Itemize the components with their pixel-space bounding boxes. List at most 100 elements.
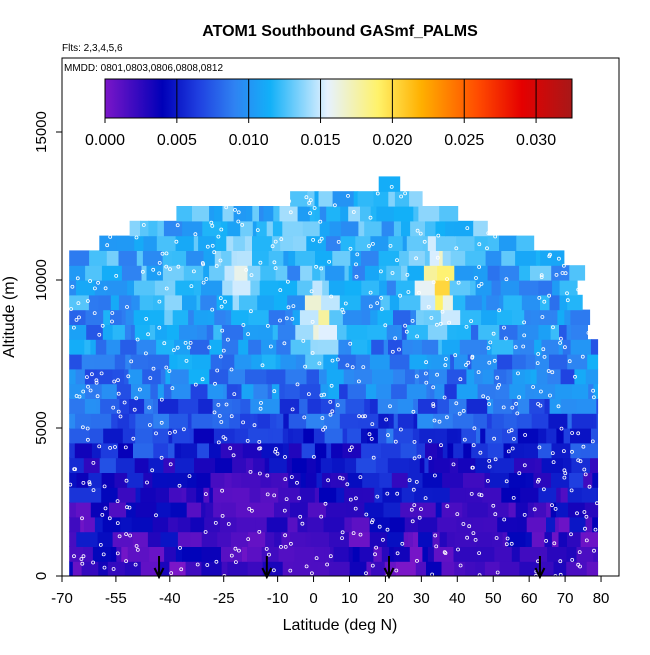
heatmap-cell	[370, 309, 379, 325]
heatmap-cell	[221, 324, 244, 340]
observation-point	[506, 429, 511, 434]
observation-point	[474, 276, 478, 280]
heatmap-cell	[192, 354, 212, 370]
heatmap-cell	[230, 531, 249, 547]
heatmap-cell	[419, 457, 425, 473]
observation-point	[550, 370, 555, 375]
observation-point	[565, 298, 570, 303]
heatmap-cell	[120, 339, 138, 355]
heatmap-cell	[221, 546, 239, 562]
heatmap-cell	[149, 309, 165, 325]
heatmap-cell	[454, 531, 477, 547]
observation-point	[69, 307, 73, 311]
x-tick-label: 80	[593, 590, 610, 607]
heatmap-cell	[425, 220, 437, 237]
heatmap-cell	[465, 294, 483, 311]
observation-point	[268, 344, 273, 349]
heatmap-cell	[297, 206, 311, 222]
heatmap-cell	[552, 280, 561, 296]
heatmap-cell	[193, 280, 202, 296]
observation-point	[329, 294, 334, 299]
heatmap-cell	[131, 294, 141, 311]
heatmap-cell	[81, 354, 95, 370]
heatmap-cell	[413, 206, 419, 222]
heatmap-cell	[98, 294, 112, 311]
heatmap-cell	[224, 472, 233, 488]
observation-point	[582, 467, 587, 472]
heatmap-cell	[467, 502, 489, 518]
heatmap-cell	[310, 339, 319, 355]
observation-point	[419, 507, 423, 512]
observation-point	[587, 484, 592, 489]
heatmap-cell	[484, 472, 491, 488]
observation-point	[522, 463, 527, 468]
heatmap-cell	[533, 502, 547, 518]
observation-point	[210, 307, 215, 312]
heatmap-cell	[346, 324, 368, 340]
x-tick-label: -40	[159, 590, 181, 607]
heatmap-cell	[170, 368, 190, 385]
heatmap-cell	[128, 368, 143, 385]
observation-point	[129, 359, 134, 364]
heatmap-cell	[564, 309, 571, 325]
observation-point	[592, 548, 596, 553]
heatmap-cell	[250, 280, 261, 296]
x-tick-label: 0	[309, 590, 317, 607]
heatmap-cell	[566, 546, 578, 562]
heatmap-cell	[321, 294, 341, 311]
heatmap-cell	[386, 280, 397, 296]
heatmap-cell	[167, 280, 176, 296]
heatmap-cell	[348, 531, 371, 547]
heatmap-cell	[103, 428, 124, 444]
heatmap-cell	[558, 516, 571, 533]
heatmap-cell	[74, 442, 93, 459]
heatmap-cell	[83, 516, 96, 533]
heatmap-cell	[166, 324, 180, 340]
observation-point	[406, 290, 411, 294]
heatmap-cell	[288, 413, 307, 429]
heatmap-cell	[428, 457, 435, 473]
observation-point	[584, 514, 589, 519]
observation-point	[481, 394, 486, 399]
heatmap-cell	[188, 368, 210, 385]
observation-point	[358, 475, 363, 480]
observation-point	[175, 345, 180, 350]
heatmap-cell	[473, 413, 488, 429]
heatmap-cell	[248, 428, 269, 444]
heatmap-cell	[434, 383, 445, 399]
heatmap-cell	[449, 487, 467, 503]
colorbar-tick-label: 0.030	[516, 132, 556, 149]
observation-point	[164, 286, 169, 291]
observation-point	[319, 266, 324, 271]
heatmap-cell	[344, 265, 350, 281]
heatmap-cell	[297, 516, 308, 533]
observation-point	[443, 551, 448, 555]
heatmap-cell	[313, 428, 326, 444]
heatmap-cell	[232, 487, 251, 503]
observation-point	[350, 365, 355, 370]
heatmap-cell	[248, 309, 270, 325]
heatmap-cell	[216, 294, 234, 311]
heatmap-cell	[72, 561, 83, 576]
heatmap-cell	[290, 339, 311, 355]
heatmap-cell	[272, 428, 284, 444]
heatmap-cell	[519, 280, 539, 296]
observation-point	[345, 482, 350, 487]
heatmap-cell	[85, 309, 104, 325]
observation-point	[265, 473, 270, 478]
observation-point	[164, 251, 169, 256]
heatmap-cell	[247, 561, 264, 576]
heatmap-cell	[391, 472, 409, 488]
observation-point	[272, 260, 277, 265]
heatmap-cell	[491, 280, 502, 296]
observation-point	[348, 246, 353, 251]
heatmap-cell	[342, 442, 362, 459]
observation-point	[325, 562, 330, 567]
observation-point	[469, 319, 474, 324]
observation-point	[232, 392, 237, 397]
heatmap-cell	[507, 531, 526, 547]
heatmap-cell	[129, 220, 141, 237]
heatmap-cell	[174, 457, 195, 473]
heatmap-cell	[367, 428, 379, 444]
observation-point	[471, 531, 476, 535]
